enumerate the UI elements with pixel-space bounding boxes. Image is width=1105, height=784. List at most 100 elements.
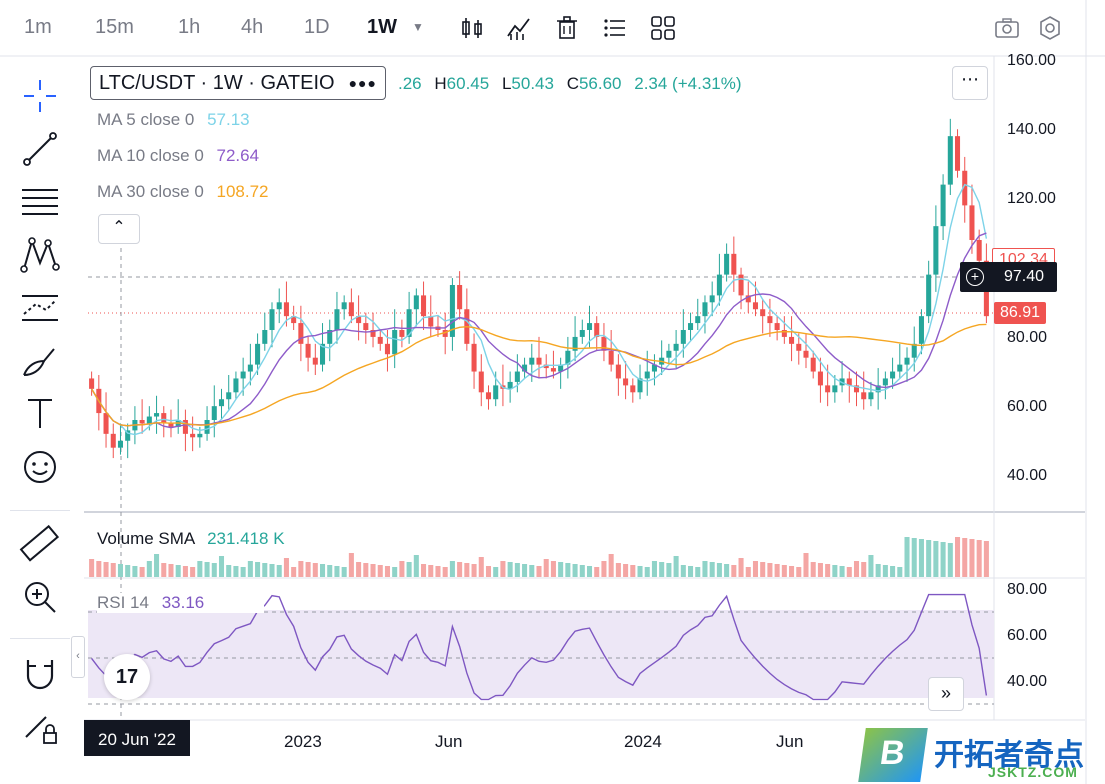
ohlc-change: 2.34 (+4.31%)	[634, 74, 742, 93]
volume-bar	[117, 564, 123, 577]
timeframe-15m[interactable]: 15m	[95, 16, 134, 38]
volume-bar	[904, 537, 910, 577]
scroll-to-latest-button[interactable]: »	[928, 677, 964, 711]
candle-body	[529, 357, 535, 365]
ohlc-l-label: L	[501, 74, 512, 93]
crosshair-icon[interactable]	[18, 74, 62, 118]
timeframe-1w[interactable]: 1W	[367, 16, 397, 38]
brush-icon[interactable]	[18, 339, 62, 383]
zoom-in-icon[interactable]	[18, 575, 62, 619]
candle-body	[586, 323, 593, 330]
price-tick: 160.00	[1007, 52, 1056, 69]
candle-body	[413, 295, 419, 310]
ma10-legend[interactable]: MA 10 close 0 72.64	[97, 146, 259, 166]
add-alert-icon[interactable]: +	[966, 268, 984, 286]
volume-bar	[550, 561, 556, 577]
volume-bar	[897, 567, 903, 577]
candle-body	[154, 413, 160, 417]
candle-body	[125, 430, 131, 441]
chart-menu-button[interactable]: ⋯	[952, 66, 988, 100]
timeframe-1m[interactable]: 1m	[24, 16, 52, 38]
candle-body	[363, 323, 369, 330]
candle-body	[940, 184, 946, 227]
volume-bar	[319, 564, 326, 577]
fib-lines-icon[interactable]	[18, 180, 62, 224]
candle-body	[579, 330, 585, 337]
candle-body	[161, 413, 167, 424]
candle-body	[558, 364, 564, 372]
volume-bar	[911, 538, 917, 577]
volume-legend[interactable]: Volume SMA 231.418 K	[97, 529, 285, 549]
candle-body	[716, 274, 722, 296]
volume-bar	[839, 566, 845, 577]
candles-icon[interactable]	[458, 14, 486, 42]
trend-line-icon[interactable]	[18, 127, 62, 171]
emoji-icon[interactable]	[18, 445, 62, 489]
trash-icon[interactable]	[553, 14, 581, 42]
candle-body	[291, 316, 297, 324]
volume-bar	[175, 565, 181, 577]
volume-bar	[890, 566, 896, 577]
collapse-legend-button[interactable]: ⌃	[98, 214, 140, 244]
timeframe-1h[interactable]: 1h	[178, 16, 201, 38]
camera-icon[interactable]	[993, 14, 1021, 42]
volume-bar	[745, 567, 751, 577]
ruler-icon[interactable]	[18, 522, 62, 566]
volume-bar	[918, 539, 924, 577]
volume-bar	[666, 563, 672, 577]
candle-body	[305, 343, 311, 358]
prediction-icon[interactable]	[18, 286, 62, 330]
candle-body	[146, 416, 152, 424]
volume-bar	[536, 566, 542, 577]
candle-body	[319, 343, 326, 365]
indicators-icon[interactable]	[505, 14, 533, 42]
volume-bar	[197, 561, 203, 577]
layout-grid-icon[interactable]	[649, 14, 677, 42]
timeframe-1d[interactable]: 1D	[304, 16, 330, 38]
candle-body	[947, 136, 953, 185]
volume-bar	[435, 566, 441, 577]
volume-bar	[803, 553, 809, 577]
volume-bar	[695, 567, 701, 577]
volume-bar	[298, 561, 304, 577]
ma5-legend[interactable]: MA 5 close 0 57.13	[97, 110, 250, 130]
volume-bar	[853, 561, 860, 577]
magnet-icon[interactable]	[18, 652, 62, 696]
volume-bar	[716, 563, 722, 577]
price-tick: 40.00	[1007, 467, 1048, 484]
ma30-legend[interactable]: MA 30 close 0 108.72	[97, 182, 269, 202]
text-tool-icon[interactable]	[18, 392, 62, 436]
volume-bar	[594, 567, 600, 577]
candle-body	[630, 385, 636, 393]
timeframe-dropdown-icon[interactable]: ▼	[412, 20, 424, 34]
tradingview-logo-icon[interactable]: 17	[104, 654, 150, 700]
volume-bar	[305, 562, 311, 577]
collapse-toolbar-button[interactable]: ‹	[71, 636, 85, 678]
volume-bar	[832, 565, 838, 577]
ma30-label: MA 30 close 0	[97, 182, 204, 201]
timeframe-4h[interactable]: 4h	[241, 16, 264, 38]
volume-bar	[146, 561, 152, 577]
volume-bar	[868, 555, 874, 577]
ma5-line	[91, 183, 988, 436]
rsi-legend[interactable]: RSI 14 33.16	[97, 593, 265, 613]
candle-body	[377, 336, 383, 344]
volume-bar	[262, 563, 268, 577]
symbol-more-icon[interactable]: ●●●	[348, 75, 377, 91]
candle-body	[442, 330, 448, 337]
price-tick: 60.00	[1007, 398, 1048, 415]
volume-bar	[760, 562, 766, 577]
list-icon[interactable]	[601, 14, 629, 42]
rsi-band	[88, 610, 994, 698]
rsi-line	[91, 593, 988, 701]
symbol-label[interactable]: LTC/USDT · 1W · GATEIO ●●●	[90, 66, 386, 100]
lock-drawings-icon[interactable]	[18, 705, 62, 749]
ma10-line	[91, 232, 987, 429]
volume-bar	[464, 563, 470, 577]
settings-icon[interactable]	[1036, 14, 1064, 42]
candle-body	[471, 343, 477, 372]
pattern-icon[interactable]	[18, 233, 62, 277]
price-tick: 80.00	[1007, 329, 1048, 346]
